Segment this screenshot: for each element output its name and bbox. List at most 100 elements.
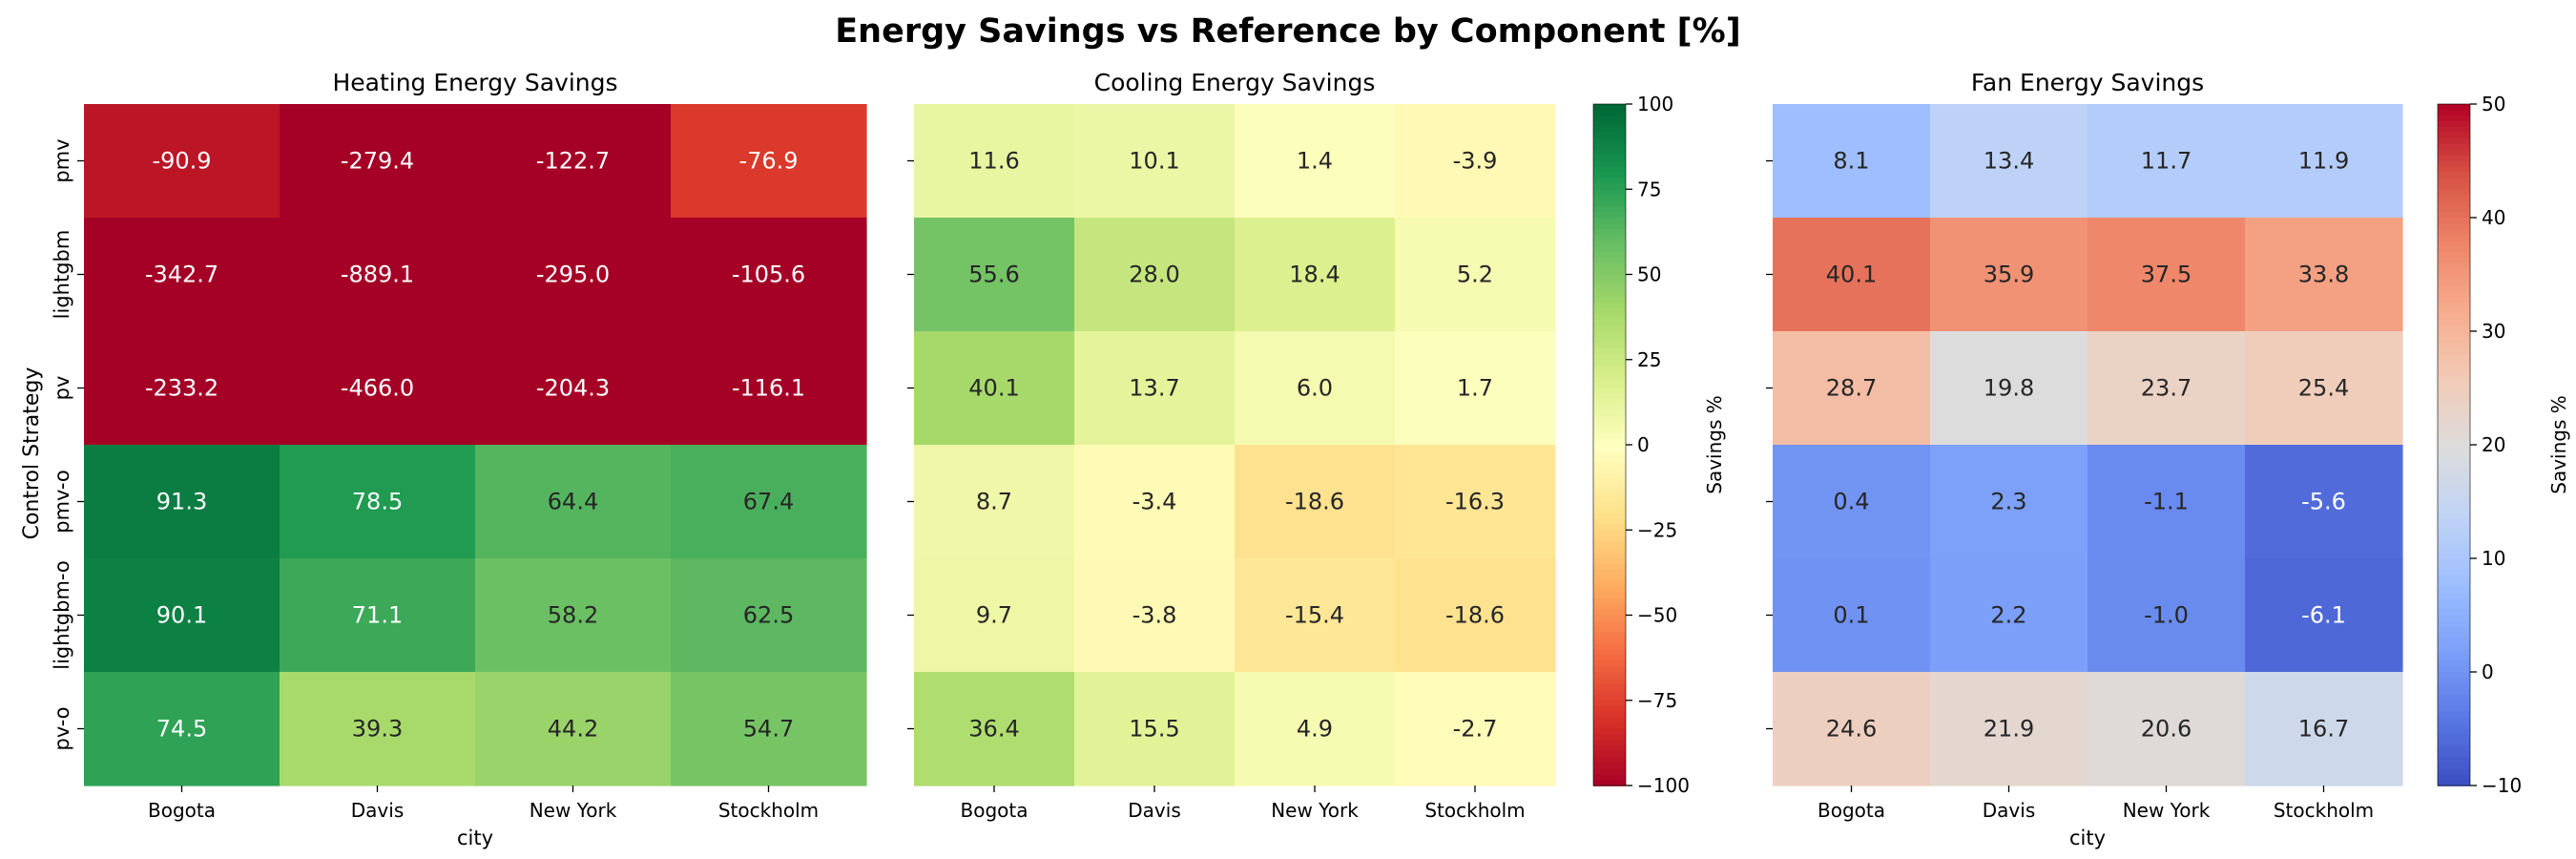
colorbar-segment xyxy=(2438,222,2470,230)
colorbar-segment xyxy=(2438,303,2470,309)
heatmap-cell xyxy=(84,445,280,559)
colorbar-segment xyxy=(1593,422,1626,429)
cell-value-label: 10.1 xyxy=(1129,148,1179,175)
colorbar-segment xyxy=(1593,569,1626,576)
colorbar-segment xyxy=(1593,405,1626,412)
colorbar-segment xyxy=(2438,592,2470,599)
cell-value-label: 5.2 xyxy=(1457,262,1493,288)
colorbar-segment xyxy=(2438,342,2470,349)
colorbar-segment xyxy=(1593,774,1626,781)
colorbar-segment xyxy=(2438,353,2470,361)
heatmap-cell xyxy=(671,331,867,446)
colorbar-segment xyxy=(2438,268,2470,276)
colorbar-segment xyxy=(1593,234,1626,241)
colorbar-segment xyxy=(2438,672,2470,679)
cell-value-label: -889.1 xyxy=(341,262,414,288)
cell-value-label: 40.1 xyxy=(1826,262,1877,288)
colorbar-segment xyxy=(2438,461,2470,469)
colorbar-segment xyxy=(1593,251,1626,259)
y-axis-label: Control Strategy xyxy=(20,367,44,540)
colorbar-segment xyxy=(2438,597,2470,605)
y-tick-label: pmv-o xyxy=(51,470,73,533)
colorbar-segment xyxy=(2438,484,2470,492)
heatmap-cell xyxy=(2245,218,2403,332)
colorbar-segment xyxy=(1593,365,1626,372)
heatmap-cell xyxy=(1235,218,1396,332)
x-tick-label: Stockholm xyxy=(1424,799,1525,822)
heatmap-cell xyxy=(475,218,672,332)
heatmap-cell xyxy=(84,331,280,446)
colorbar-segment xyxy=(1593,370,1626,378)
heatmap-cell xyxy=(1930,104,2088,219)
colorbar-segment xyxy=(1593,359,1626,367)
cell-value-label: -6.1 xyxy=(2301,602,2346,629)
colorbar-segment xyxy=(2438,178,2470,185)
panel-title: Fan Energy Savings xyxy=(1971,69,2204,96)
cell-value-label: 55.6 xyxy=(968,262,1019,288)
heatmap-cell xyxy=(280,104,476,219)
colorbar-segment xyxy=(1593,740,1626,747)
colorbar-segment xyxy=(1593,723,1626,730)
colorbar-segment xyxy=(2438,575,2470,582)
colorbar-segment xyxy=(1593,501,1626,509)
colorbar-segment xyxy=(2438,439,2470,446)
colorbar-segment xyxy=(2438,643,2470,650)
colorbar-segment xyxy=(2438,501,2470,509)
colorbar-segment xyxy=(2438,757,2470,764)
colorbar-segment xyxy=(1593,160,1626,168)
heatmap-cell xyxy=(1074,558,1236,673)
colorbar-segment xyxy=(2438,218,2470,224)
colorbar-segment xyxy=(2438,688,2470,696)
heatmap-cell xyxy=(671,218,867,332)
heatmap-cell xyxy=(475,672,672,786)
cell-value-label: -122.7 xyxy=(536,148,610,175)
colorbar-segment xyxy=(1593,575,1626,582)
colorbar-segment xyxy=(1593,342,1626,349)
cell-value-label: 40.1 xyxy=(968,375,1019,402)
heatmap-cell xyxy=(280,218,476,332)
colorbar-segment xyxy=(2438,660,2470,667)
colorbar-segment xyxy=(2438,467,2470,474)
heatmap-cell xyxy=(1930,218,2088,332)
colorbar-segment xyxy=(1593,353,1626,361)
colorbar-tick-label: 30 xyxy=(2482,320,2505,343)
heatmap-cell xyxy=(1235,104,1396,219)
heatmap-cell xyxy=(2088,218,2246,332)
colorbar-tick-label: −100 xyxy=(1637,774,1690,797)
heatmap-cell xyxy=(1930,672,2088,786)
heatmap-cell xyxy=(475,104,672,219)
heatmap-cell xyxy=(914,104,1075,219)
cell-value-label: 62.5 xyxy=(743,602,794,629)
colorbar-segment xyxy=(1593,104,1626,111)
cell-value-label: -16.3 xyxy=(1445,489,1505,515)
cell-value-label: 1.4 xyxy=(1297,148,1333,175)
colorbar-segment xyxy=(1593,450,1626,457)
colorbar-segment xyxy=(2438,245,2470,253)
colorbar-tick-label: −50 xyxy=(1637,604,1677,627)
colorbar-segment xyxy=(2438,626,2470,634)
cell-value-label: 25.4 xyxy=(2298,375,2349,402)
heatmap-cell xyxy=(84,218,280,332)
heatmap-cell xyxy=(2088,104,2246,219)
cell-value-label: -15.4 xyxy=(1285,602,1344,629)
cell-value-label: -342.7 xyxy=(145,262,218,288)
colorbar-segment xyxy=(2438,155,2470,162)
x-tick-label: Stockholm xyxy=(2274,799,2374,822)
colorbar-segment xyxy=(2438,751,2470,759)
colorbar-segment xyxy=(1593,563,1626,571)
heatmap-cell xyxy=(1773,672,1931,786)
colorbar-tick-label: −25 xyxy=(1637,518,1677,541)
colorbar-segment xyxy=(1593,592,1626,599)
heatmap-cell xyxy=(1395,445,1556,559)
cell-value-label: -105.6 xyxy=(732,262,805,288)
colorbar-segment xyxy=(2438,382,2470,389)
cell-value-label: 11.7 xyxy=(2141,148,2192,175)
heatmap-cell xyxy=(1930,445,2088,559)
x-tick-label: Davis xyxy=(351,799,404,822)
colorbar-segment xyxy=(2438,530,2470,536)
cell-value-label: 23.7 xyxy=(2141,375,2192,402)
x-tick-label: New York xyxy=(530,799,617,822)
colorbar-segment xyxy=(2438,711,2470,719)
colorbar-segment xyxy=(1593,734,1626,742)
